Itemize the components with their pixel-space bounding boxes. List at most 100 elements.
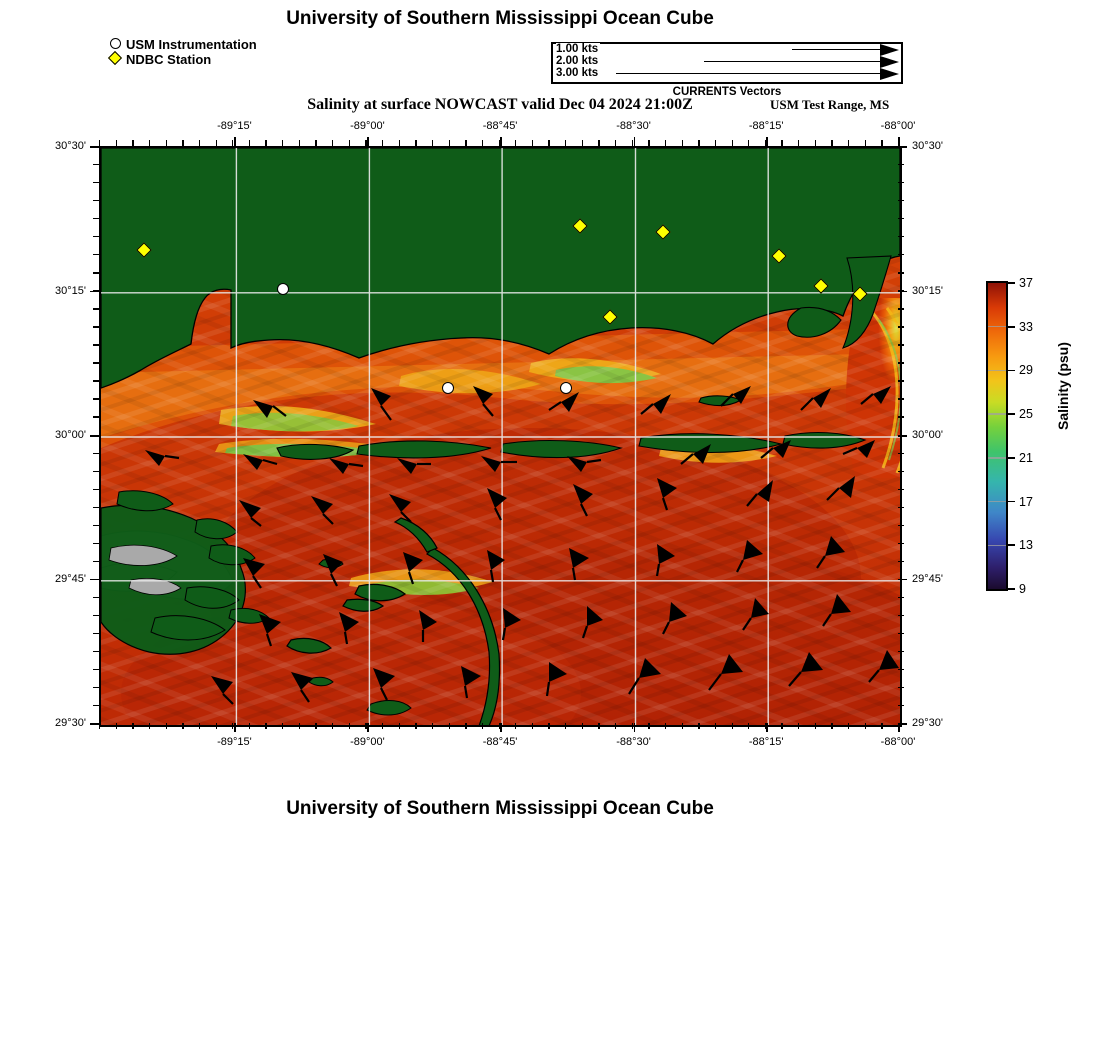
axis-tick-bottom <box>848 723 850 729</box>
axis-tick-bottom <box>282 723 284 729</box>
axis-tick-bottom <box>764 723 767 729</box>
axis-tick-bottom <box>798 723 800 729</box>
axis-tick-top <box>748 140 750 146</box>
axis-tick-left <box>93 398 99 400</box>
lat-tick-label-left: 29°30' <box>55 717 86 729</box>
colorbar-gradient: 37 33 29 25 21 17 13 9 <box>986 276 1033 596</box>
axis-tick-top <box>398 140 400 146</box>
axis-major-tick-bottom <box>234 723 237 732</box>
axis-tick-left <box>93 614 99 617</box>
axis-tick-top <box>631 140 633 146</box>
vector-legend-row-1: 1.00 kts <box>553 43 901 56</box>
axis-tick-left <box>93 596 99 599</box>
axis-major-tick-right <box>898 146 907 148</box>
colorbar-tick-label: 37 <box>1019 276 1033 290</box>
axis-tick-right <box>898 452 904 454</box>
usm-instrumentation-marker[interactable] <box>560 382 573 395</box>
legend-label-usm: USM Instrumentation <box>126 37 257 52</box>
lat-tick-label-right: 29°45' <box>912 572 943 585</box>
axis-tick-bottom <box>465 723 467 729</box>
map-gridlines <box>101 148 900 725</box>
axis-tick-top <box>265 140 267 146</box>
axis-tick-top <box>215 140 217 146</box>
axis-tick-top <box>565 140 567 146</box>
axis-major-tick-left <box>90 146 99 148</box>
salinity-colorbar[interactable]: 37 33 29 25 21 17 13 9 <box>986 276 1033 596</box>
axis-tick-bottom <box>631 723 633 729</box>
colorbar-inner-rule <box>988 413 1006 415</box>
white-circle-icon <box>108 37 126 52</box>
colorbar-tick-label: 29 <box>1019 363 1033 378</box>
axis-tick-top <box>881 140 883 146</box>
legend-item-ndbc-station: NDBC Station <box>107 50 257 67</box>
axis-tick-top <box>315 140 317 146</box>
axis-tick-left <box>93 560 99 563</box>
axis-tick-right <box>898 542 904 544</box>
axis-tick-top <box>481 140 484 146</box>
lat-tick-label-right: 30°00' <box>912 429 943 442</box>
vector-legend-label-3kts: 3.00 kts <box>556 67 601 79</box>
axis-tick-top <box>232 140 234 146</box>
axis-tick-bottom <box>398 723 400 729</box>
axis-major-tick-left <box>90 578 99 581</box>
axis-tick-top <box>465 140 467 146</box>
usm-instrumentation-marker[interactable] <box>441 382 454 395</box>
axis-tick-right <box>898 650 904 653</box>
axis-tick-bottom <box>198 723 201 729</box>
vector-legend-label-1kts: 1.00 kts <box>556 43 601 55</box>
axis-tick-top <box>498 140 500 146</box>
axis-tick-right <box>898 686 904 689</box>
axis-major-tick-top <box>633 137 636 146</box>
colorbar-tick-label: 17 <box>1019 494 1033 509</box>
axis-tick-bottom <box>814 723 817 729</box>
lon-tick-label-bottom: -88°45' <box>482 736 518 748</box>
axis-tick-top <box>431 140 434 146</box>
axis-tick-left <box>93 506 99 508</box>
axis-major-tick-right <box>898 435 907 437</box>
axis-tick-bottom <box>415 723 417 729</box>
axis-tick-top <box>648 140 650 146</box>
current-vectors <box>145 386 899 705</box>
axis-tick-top <box>598 140 600 146</box>
axis-tick-top <box>548 140 550 146</box>
axis-tick-right <box>898 704 904 707</box>
axis-tick-bottom <box>165 723 167 729</box>
lat-tick-label-left: 30°30' <box>55 140 86 152</box>
axis-tick-top <box>698 140 700 146</box>
axis-tick-right <box>898 218 904 220</box>
axis-tick-bottom <box>115 723 117 729</box>
colorbar-tick-label: 13 <box>1019 538 1033 553</box>
axis-tick-left <box>93 308 99 310</box>
axis-tick-right <box>898 362 904 364</box>
axis-tick-bottom <box>548 723 550 729</box>
colorbar-inner-rule <box>988 369 1006 372</box>
vector-legend-row-3: 3.00 kts <box>553 67 901 80</box>
axis-tick-right <box>898 344 904 346</box>
colorbar-tick-label: 21 <box>1019 450 1033 465</box>
axis-tick-top <box>731 140 733 146</box>
axis-major-tick-bottom <box>766 723 768 732</box>
map-canvas[interactable] <box>101 148 900 725</box>
lat-tick-label-left: 30°15' <box>55 284 86 297</box>
axis-tick-top <box>531 140 534 146</box>
axis-tick-top <box>132 140 134 146</box>
axis-tick-top <box>148 140 151 146</box>
axis-tick-bottom <box>581 723 584 729</box>
lat-tick-label-right: 30°15' <box>912 284 943 297</box>
axis-tick-top <box>814 140 817 146</box>
colorbar-tick <box>1006 325 1015 328</box>
axis-tick-right <box>898 560 904 563</box>
axis-major-tick-top <box>898 137 900 146</box>
axis-tick-top <box>381 140 384 146</box>
axis-tick-left <box>93 164 99 166</box>
axis-tick-bottom <box>448 723 450 729</box>
axis-major-tick-right <box>898 578 907 581</box>
axis-tick-top <box>848 140 850 146</box>
axis-tick-bottom <box>531 723 534 729</box>
axis-tick-left <box>93 488 99 490</box>
axis-tick-bottom <box>132 723 134 729</box>
salinity-map[interactable] <box>99 146 902 727</box>
axis-tick-bottom <box>681 723 683 729</box>
lon-tick-label-bottom: -88°15' <box>748 736 784 748</box>
usm-instrumentation-marker[interactable] <box>277 282 290 295</box>
